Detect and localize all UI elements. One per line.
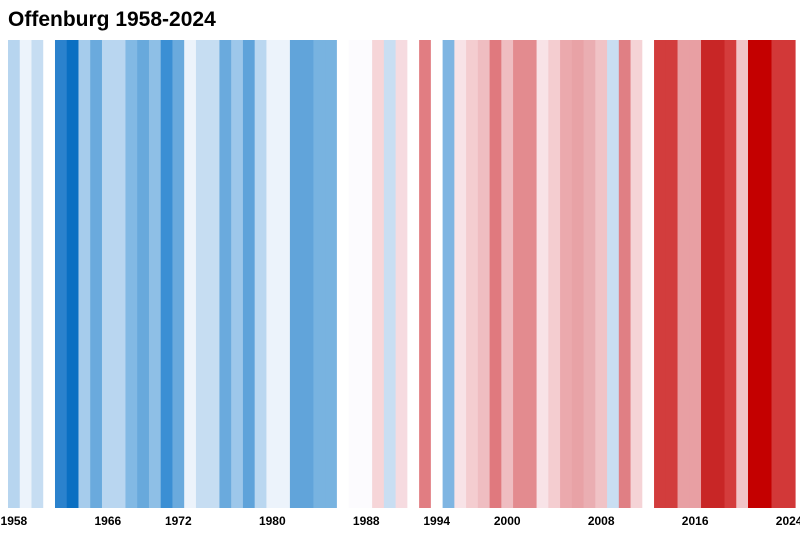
stripe-1986: [336, 40, 350, 508]
stripe-2013: [654, 40, 667, 508]
stripe-1969: [137, 40, 150, 508]
stripe-2002: [524, 40, 538, 508]
stripe-2016: [689, 40, 702, 508]
stripe-1984: [313, 40, 326, 508]
stripe-1965: [90, 40, 103, 508]
stripe-2008: [595, 40, 608, 508]
stripe-1981: [278, 40, 291, 508]
stripe-2023: [771, 40, 784, 508]
stripe-1963: [66, 40, 80, 508]
stripe-1994: [430, 40, 444, 508]
stripe-2010: [618, 40, 632, 508]
stripe-2017: [701, 40, 714, 508]
stripe-1977: [231, 40, 244, 508]
stripe-1978: [242, 40, 256, 508]
stripe-2005: [560, 40, 573, 508]
stripe-1989: [372, 40, 385, 508]
stripe-2018: [712, 40, 726, 508]
stripe-1971: [160, 40, 174, 508]
stripe-2022: [759, 40, 773, 508]
stripe-1964: [78, 40, 91, 508]
stripe-2020: [736, 40, 749, 508]
stripe-1961: [43, 40, 56, 508]
stripe-1973: [184, 40, 197, 508]
stripe-1982: [289, 40, 303, 508]
stripe-1966: [101, 40, 115, 508]
stripe-2011: [630, 40, 643, 508]
stripe-2003: [536, 40, 549, 508]
stripe-2001: [513, 40, 526, 508]
x-tick-label: 1972: [165, 514, 192, 528]
stripe-2000: [501, 40, 514, 508]
stripe-2006: [571, 40, 585, 508]
stripe-2024: [783, 40, 796, 508]
x-tick-label: 2008: [588, 514, 615, 528]
stripe-2004: [548, 40, 561, 508]
stripe-1974: [195, 40, 209, 508]
stripe-1959: [19, 40, 33, 508]
stripe-1997: [466, 40, 479, 508]
stripe-2007: [583, 40, 596, 508]
stripe-1979: [254, 40, 268, 508]
x-tick-label: 1988: [353, 514, 380, 528]
stripe-1967: [113, 40, 127, 508]
stripe-1970: [148, 40, 162, 508]
stripe-1999: [489, 40, 502, 508]
x-tick-label: 2000: [494, 514, 521, 528]
stripe-1975: [207, 40, 221, 508]
stripe-1976: [219, 40, 232, 508]
stripe-1996: [454, 40, 467, 508]
stripe-2014: [665, 40, 679, 508]
chart-title: Offenburg 1958-2024: [8, 8, 216, 31]
stripe-1998: [477, 40, 491, 508]
x-tick-label: 2024: [776, 514, 800, 528]
stripe-1962: [54, 40, 68, 508]
stripe-2019: [724, 40, 737, 508]
stripe-1995: [442, 40, 455, 508]
stripe-1990: [383, 40, 397, 508]
stripe-1980: [266, 40, 279, 508]
x-tick-label: 2016: [682, 514, 709, 528]
stripe-2009: [607, 40, 620, 508]
stripe-1987: [348, 40, 361, 508]
x-tick-label: 1958: [1, 514, 28, 528]
stripe-1992: [407, 40, 420, 508]
stripe-2015: [677, 40, 690, 508]
x-tick-label: 1980: [259, 514, 286, 528]
stripe-2021: [748, 40, 761, 508]
stripe-1993: [419, 40, 432, 508]
x-tick-label: 1966: [94, 514, 121, 528]
stripe-1988: [360, 40, 373, 508]
stripe-1958: [8, 40, 21, 508]
stripe-1985: [325, 40, 338, 508]
stripe-group: [8, 40, 796, 508]
stripe-2012: [642, 40, 655, 508]
x-axis-ticks: 1958 1966 1972 1980 1988 1994 2000 2008 2016 2024: [1, 514, 800, 528]
stripe-1960: [31, 40, 44, 508]
stripe-1983: [301, 40, 315, 508]
x-tick-label: 1994: [423, 514, 450, 528]
stripe-1972: [172, 40, 185, 508]
stripe-1968: [125, 40, 138, 508]
stripe-1991: [395, 40, 408, 508]
